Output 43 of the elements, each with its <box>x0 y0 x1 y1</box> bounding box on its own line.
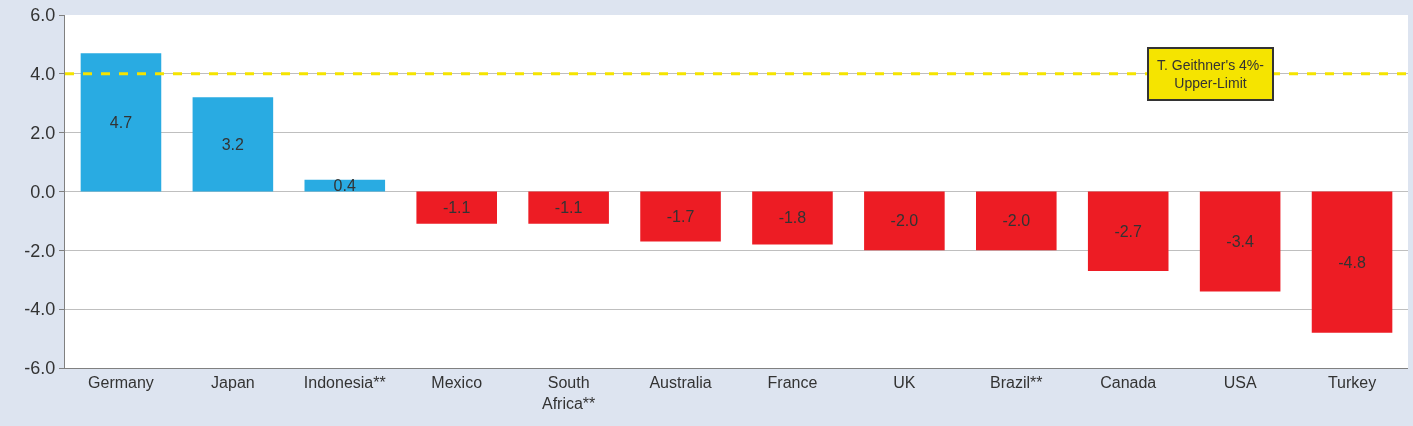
x-tick-label: USA <box>1223 374 1257 392</box>
data-label: -2.7 <box>1114 222 1143 240</box>
y-tick-label: 6.0 <box>30 5 56 26</box>
y-tick-label: -2.0 <box>24 240 56 261</box>
y-tick-label: -4.0 <box>24 299 56 320</box>
x-tick-label: Mexico <box>431 374 483 392</box>
x-tick-label: France <box>767 374 818 392</box>
data-label: 4.7 <box>109 113 133 131</box>
bar <box>752 191 833 245</box>
bar <box>416 191 497 224</box>
y-tick-label: 2.0 <box>30 122 56 143</box>
data-label: -1.1 <box>442 199 471 217</box>
bar <box>192 97 274 192</box>
x-tick-label: Brazil** <box>990 374 1043 392</box>
x-tick-label: South Africa** <box>541 374 596 412</box>
bar <box>1311 191 1393 333</box>
y-tick-label: 0.0 <box>30 181 56 202</box>
y-tick-label: -6.0 <box>24 358 56 379</box>
data-label: -3.4 <box>1226 233 1254 251</box>
data-label: -1.7 <box>666 208 695 226</box>
data-label: -4.8 <box>1338 253 1366 271</box>
bar <box>528 191 609 224</box>
bar <box>976 191 1057 251</box>
data-label: -1.8 <box>778 209 807 227</box>
x-tick-label: Australia <box>649 374 712 392</box>
x-tick-label: Indonesia** <box>303 374 386 392</box>
data-label: 3.2 <box>221 135 245 153</box>
ref-line-label: T. Geithner's 4%- Upper-Limit <box>1157 57 1265 92</box>
data-label: -2.0 <box>890 212 919 230</box>
x-tick-label: Turkey <box>1327 374 1377 392</box>
data-label: -1.1 <box>554 199 583 217</box>
bar <box>80 53 162 192</box>
x-tick-label: Japan <box>211 374 255 392</box>
data-label: -2.0 <box>1002 212 1031 230</box>
y-tick-label: 4.0 <box>30 64 56 85</box>
x-tick-label: Germany <box>88 374 154 392</box>
bar <box>1199 191 1281 292</box>
bar <box>1087 191 1169 271</box>
bar <box>864 191 945 251</box>
x-tick-label: Canada <box>1100 374 1157 392</box>
data-label: 0.4 <box>333 177 356 195</box>
bar <box>640 191 721 242</box>
x-tick-label: UK <box>893 374 916 392</box>
